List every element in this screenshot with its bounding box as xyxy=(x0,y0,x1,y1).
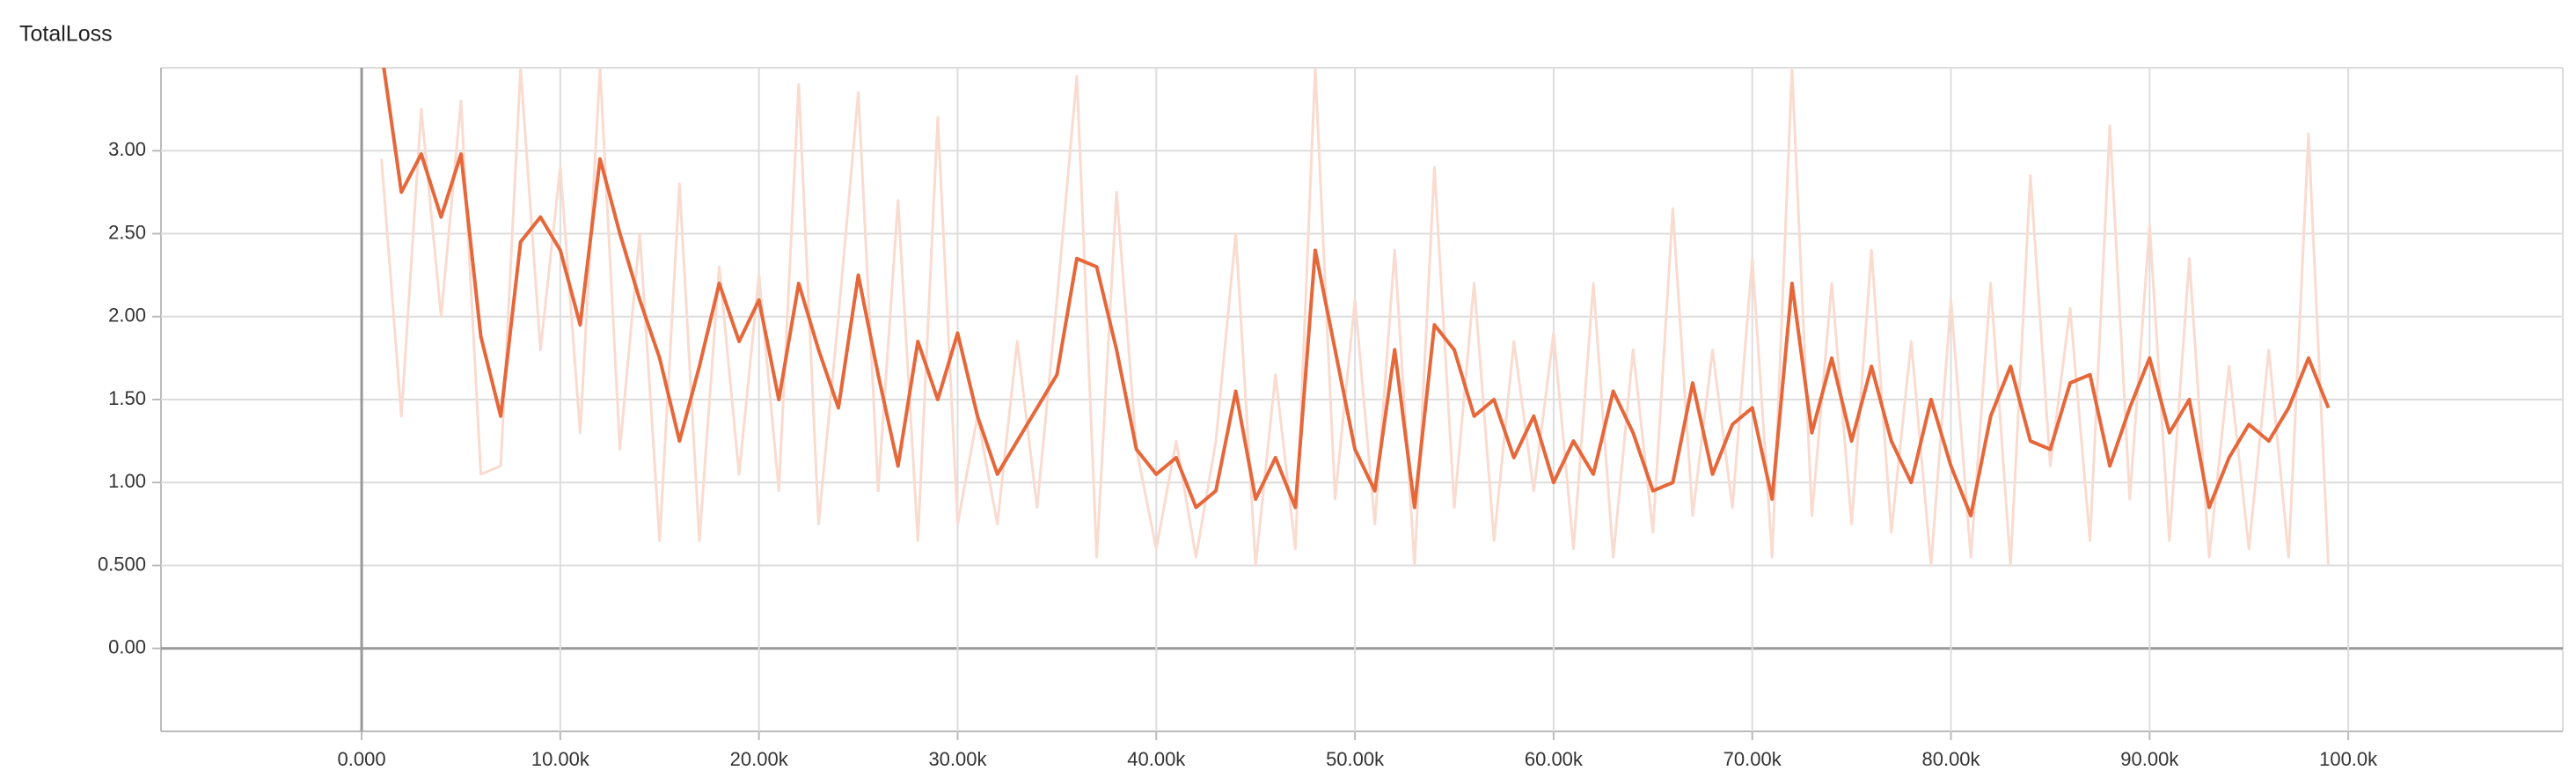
y-tick-label: 1.00 xyxy=(108,470,146,492)
x-tick-label: 100.0k xyxy=(2319,748,2378,770)
y-tick-label: 3.00 xyxy=(108,138,146,160)
y-tick-label: 1.50 xyxy=(108,387,146,409)
y-tick-label: 0.500 xyxy=(98,553,146,575)
y-tick-label: 2.50 xyxy=(108,221,146,243)
x-tick-label: 90.00k xyxy=(2120,748,2179,770)
x-tick-label: 0.000 xyxy=(338,748,386,770)
grid xyxy=(152,68,2563,740)
x-tick-label: 10.00k xyxy=(531,748,590,770)
plot-area xyxy=(380,68,2331,567)
x-tick-label: 80.00k xyxy=(1921,748,1980,770)
x-tick-label: 50.00k xyxy=(1326,748,1385,770)
series-line xyxy=(380,68,2331,567)
x-tick-label: 30.00k xyxy=(928,748,987,770)
y-tick-label: 2.00 xyxy=(108,305,146,327)
x-tick-label: 70.00k xyxy=(1723,748,1782,770)
chart-title: TotalLoss xyxy=(19,22,113,47)
y-tick-label: 0.00 xyxy=(108,636,146,658)
x-tick-label: 60.00k xyxy=(1525,748,1584,770)
series-line xyxy=(382,68,2331,517)
x-tick-label: 40.00k xyxy=(1127,748,1186,770)
x-tick-label: 20.00k xyxy=(730,748,789,770)
